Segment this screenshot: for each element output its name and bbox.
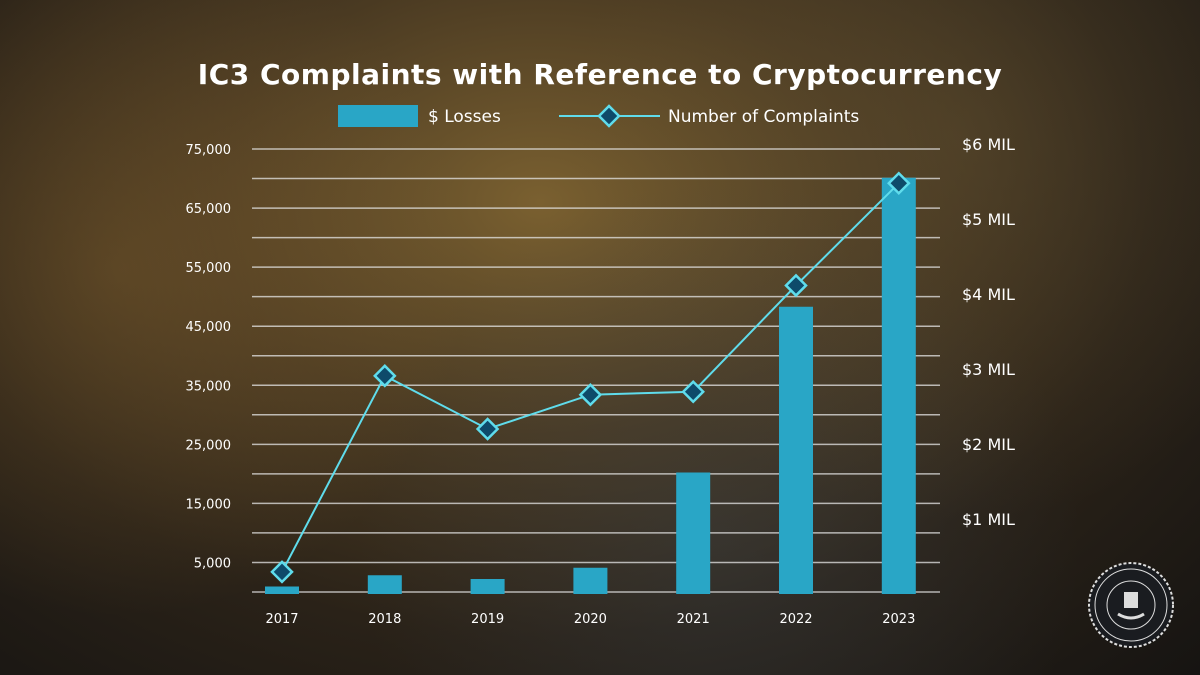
bar-2022 bbox=[779, 306, 813, 594]
left-tick-label: 25,000 bbox=[186, 438, 232, 453]
bar-2017 bbox=[265, 586, 299, 594]
x-tick-label: 2021 bbox=[677, 612, 710, 627]
left-tick-label: 45,000 bbox=[186, 320, 232, 335]
left-tick-label: 55,000 bbox=[186, 261, 232, 276]
left-tick-label: 35,000 bbox=[186, 379, 232, 394]
legend-label-complaints: Number of Complaints bbox=[668, 107, 859, 127]
left-tick-label: 65,000 bbox=[186, 202, 232, 217]
right-tick-label: $6 MIL bbox=[962, 135, 1015, 154]
right-tick-label: $4 MIL bbox=[962, 285, 1015, 304]
bar-2021 bbox=[676, 472, 711, 594]
left-tick-label: 15,000 bbox=[186, 497, 232, 512]
bar-2023 bbox=[881, 177, 916, 594]
complaints-point-2022 bbox=[784, 273, 808, 298]
x-tick-label: 2019 bbox=[471, 612, 504, 627]
complaints-point-2018 bbox=[373, 364, 397, 388]
complaints-point-2021 bbox=[681, 379, 705, 404]
x-tick-label: 2023 bbox=[882, 612, 915, 627]
left-tick-label: 75,000 bbox=[186, 143, 232, 158]
right-tick-label: $1 MIL bbox=[962, 510, 1015, 529]
x-tick-label: 2017 bbox=[265, 612, 298, 627]
x-tick-label: 2018 bbox=[368, 612, 401, 627]
chart-title: IC3 Complaints with Reference to Cryptoc… bbox=[197, 58, 1003, 91]
right-tick-label: $5 MIL bbox=[962, 210, 1015, 229]
fbi-seal-logo bbox=[1088, 562, 1174, 648]
right-tick-label: $3 MIL bbox=[962, 360, 1015, 379]
bar-2019 bbox=[470, 579, 505, 594]
complaints-point-2017 bbox=[270, 560, 294, 584]
legend-label-losses: $ Losses bbox=[428, 107, 501, 127]
bar-2020 bbox=[573, 567, 608, 594]
bar-2018 bbox=[367, 575, 402, 594]
left-tick-label: 5,000 bbox=[194, 556, 231, 571]
x-tick-label: 2020 bbox=[574, 612, 607, 627]
complaints-point-2020 bbox=[578, 382, 603, 407]
complaints-point-2019 bbox=[475, 417, 500, 441]
right-tick-label: $2 MIL bbox=[962, 435, 1015, 454]
legend-bar-swatch bbox=[338, 105, 418, 127]
legend-diamond-marker bbox=[597, 104, 621, 128]
complaints-point-2023 bbox=[887, 171, 911, 196]
x-tick-label: 2022 bbox=[779, 612, 812, 627]
